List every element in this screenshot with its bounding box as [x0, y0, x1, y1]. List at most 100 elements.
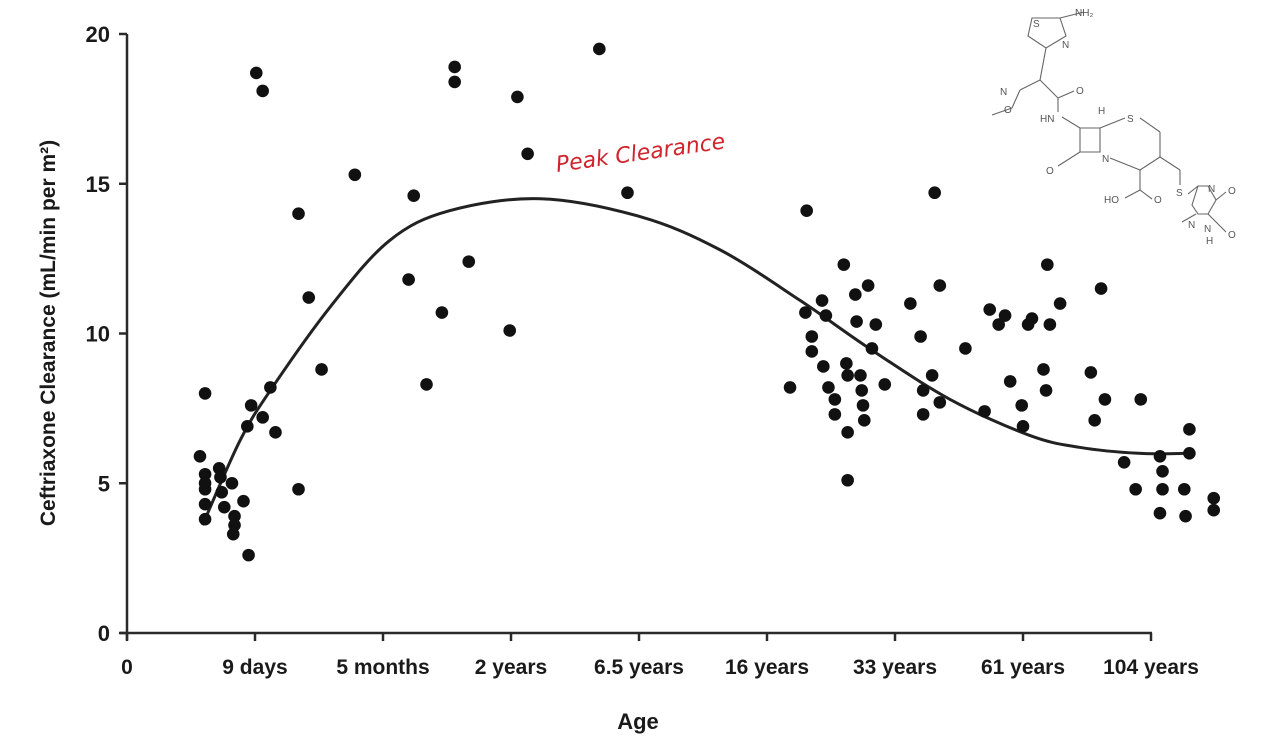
data-point — [837, 258, 851, 271]
data-point — [193, 449, 207, 463]
data-point — [933, 279, 947, 292]
data-point — [822, 381, 835, 394]
x-tick-label: 5 months — [336, 656, 429, 679]
data-point — [1094, 282, 1108, 295]
data-point — [1021, 318, 1035, 331]
data-point — [828, 408, 842, 421]
svg-text:O: O — [1228, 186, 1236, 197]
svg-text:HO: HO — [1104, 195, 1119, 206]
data-point — [1207, 503, 1221, 517]
x-tick-label: 6.5 years — [594, 656, 684, 679]
data-point — [1041, 258, 1054, 271]
data-point — [420, 378, 433, 391]
data-point — [217, 500, 231, 514]
data-point — [933, 396, 947, 409]
data-point — [198, 497, 212, 511]
data-point — [593, 42, 606, 56]
data-point — [1098, 393, 1112, 406]
axes: 0 5 10 15 20 0 9 days 5 months 2 years 6.5 years… — [86, 22, 1199, 679]
svg-text:O: O — [1076, 86, 1084, 97]
data-point — [1129, 482, 1142, 496]
data-point — [1088, 414, 1101, 427]
data-point — [215, 485, 229, 499]
data-point — [855, 384, 869, 397]
data-point — [198, 467, 212, 481]
data-point — [869, 318, 883, 331]
data-point — [800, 204, 813, 218]
y-ticks: 0 5 10 15 20 — [86, 22, 127, 646]
svg-text:N: N — [1000, 87, 1007, 98]
data-point — [256, 84, 269, 98]
data-point — [1183, 423, 1196, 436]
x-tick-label: 61 years — [981, 656, 1065, 679]
data-point — [1003, 375, 1017, 388]
data-point — [256, 411, 269, 424]
data-point — [815, 294, 829, 307]
svg-text:O: O — [1228, 230, 1236, 241]
data-point — [1015, 399, 1029, 412]
data-point — [783, 381, 797, 394]
data-point — [1153, 449, 1167, 463]
data-point — [198, 387, 212, 400]
data-point — [302, 291, 316, 304]
data-point — [1039, 384, 1053, 397]
data-point — [462, 255, 476, 268]
data-point — [503, 324, 517, 337]
data-point — [928, 186, 941, 200]
data-point — [841, 473, 854, 487]
svg-text:S: S — [1033, 19, 1040, 30]
x-ticks: 0 9 days 5 months 2 years 6.5 years 16 years 3… — [121, 633, 1199, 679]
svg-text:S: S — [1127, 114, 1134, 125]
data-point — [348, 168, 362, 182]
data-point — [805, 345, 819, 358]
x-tick-label: 0 — [121, 656, 133, 679]
data-point — [998, 309, 1012, 322]
data-point — [1037, 363, 1050, 376]
svg-text:N: N — [1062, 40, 1069, 51]
data-point — [448, 75, 461, 89]
data-point — [1117, 455, 1131, 469]
data-point — [198, 512, 212, 526]
svg-text:HN: HN — [1040, 114, 1054, 125]
data-point — [521, 147, 534, 161]
data-point — [621, 186, 634, 200]
y-tick-label: 5 — [98, 471, 110, 496]
data-point — [237, 494, 250, 508]
data-point — [992, 318, 1005, 331]
data-point — [983, 303, 997, 316]
data-point — [226, 527, 240, 541]
data-point — [857, 414, 871, 427]
data-point — [959, 342, 972, 355]
data-point — [225, 476, 239, 490]
data-point — [904, 297, 917, 310]
data-point — [1207, 491, 1221, 505]
svg-text:N: N — [1208, 184, 1215, 195]
y-tick-label: 15 — [86, 172, 110, 197]
x-tick-label: 2 years — [475, 656, 547, 679]
data-point — [1053, 297, 1067, 310]
data-point — [978, 405, 991, 418]
y-tick-label: 10 — [86, 322, 110, 347]
svg-text:H: H — [1098, 106, 1105, 117]
data-point — [1179, 509, 1192, 523]
data-point — [198, 482, 212, 496]
y-tick-label: 20 — [86, 22, 110, 47]
data-points — [193, 42, 1221, 562]
x-tick-label: 16 years — [725, 656, 809, 679]
x-tick-label: 9 days — [222, 656, 287, 679]
peak-clearance-annotation: Peak Clearance — [554, 129, 726, 178]
data-point — [292, 482, 305, 496]
data-point — [854, 369, 867, 382]
data-point — [850, 315, 863, 328]
data-point — [819, 309, 833, 322]
data-point — [925, 369, 939, 382]
data-point — [805, 330, 819, 343]
fitted-curve — [201, 197, 1190, 526]
svg-text:O: O — [1154, 195, 1162, 206]
data-point — [511, 90, 524, 104]
data-point — [402, 273, 415, 286]
data-point — [856, 399, 870, 412]
data-point — [1177, 482, 1191, 496]
data-point — [315, 363, 328, 376]
